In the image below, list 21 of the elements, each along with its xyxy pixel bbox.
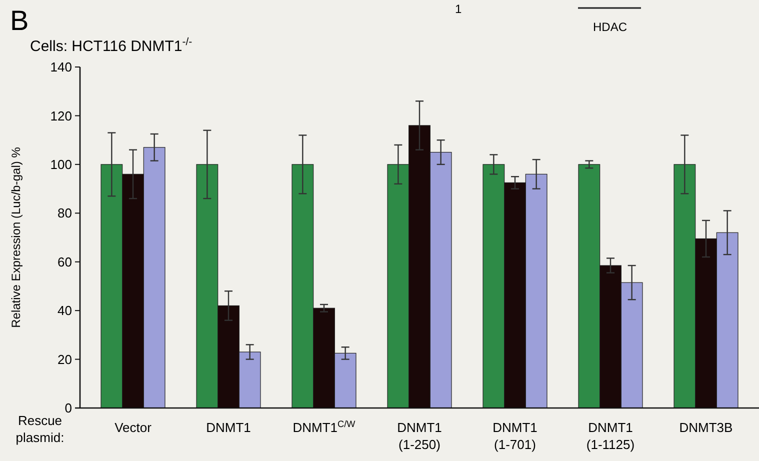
y-axis-title: Relative Expression (Luc/b-gal) % — [9, 146, 23, 328]
x-tick-label: DNMT1 (1-701) — [492, 420, 538, 452]
text: B — [10, 5, 29, 36]
chart-title: Cells: HCT116 DNMT1$^{-/-}$ — [30, 36, 193, 55]
y-tick-label: 140 — [50, 60, 72, 75]
text: 1 — [455, 2, 462, 16]
y-tick-label: 80 — [58, 206, 72, 221]
x-tick-label: DNMT1 — [206, 420, 251, 435]
x-axis-title: Rescue plasmid: — [16, 413, 64, 445]
y-tick-label: 40 — [58, 303, 72, 318]
y-tick-label: 60 — [58, 254, 72, 270]
y-tick-label: 120 — [50, 108, 72, 124]
y-tick-label: 20 — [58, 352, 72, 367]
x-tick-label: DNMT3B — [679, 420, 733, 435]
x-tick-label: DNMT1$^{C/W}$ — [292, 419, 356, 435]
y-tick-label: 100 — [50, 156, 72, 172]
x-tick-label: DNMT1 (1-250) — [397, 420, 442, 452]
text: HDAC — [592, 20, 628, 34]
x-tick-label: Vector — [114, 420, 152, 435]
x-tick-label: DNMT1 (1-1125) — [586, 420, 635, 452]
y-tick-label: 0 — [64, 400, 72, 416]
